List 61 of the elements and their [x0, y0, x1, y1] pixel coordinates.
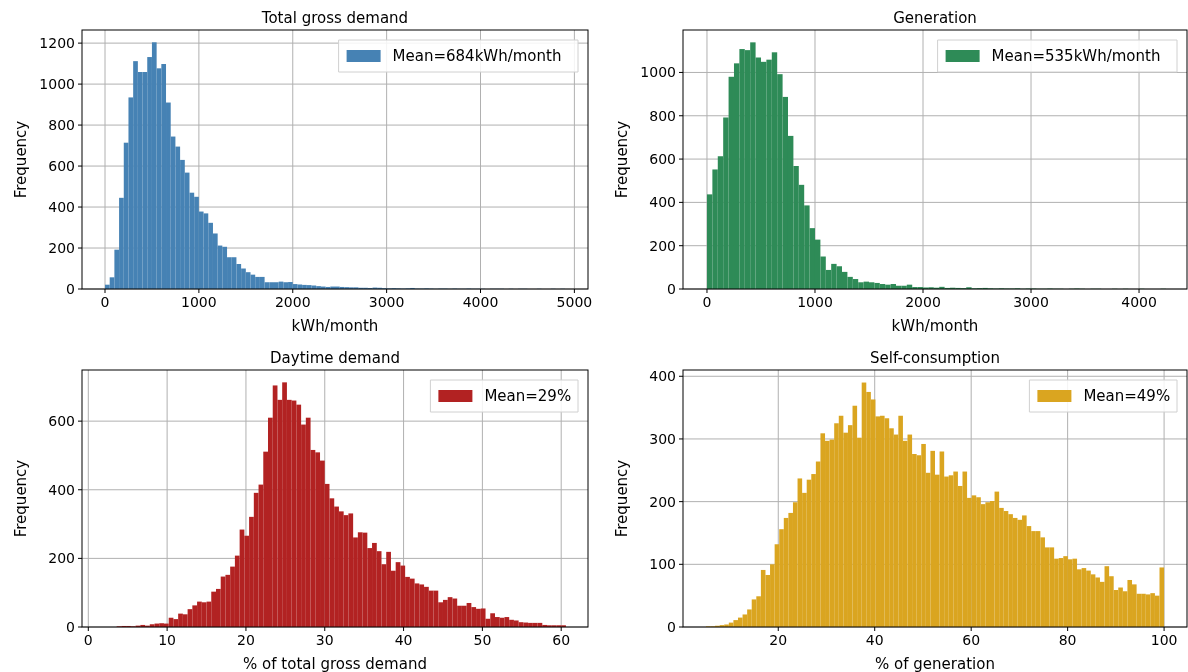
x-tick-label: 50 [473, 632, 492, 648]
y-tick-label: 200 [48, 240, 75, 257]
y-tick-label: 400 [48, 481, 75, 498]
x-tick-label: 10 [158, 632, 177, 648]
x-tick-label: 30 [315, 632, 334, 648]
y-axis-title: Frequency [613, 459, 631, 538]
y-tick-label: 800 [649, 107, 676, 124]
x-axis-title: % of generation [875, 655, 995, 672]
x-tick-label: 1000 [797, 294, 833, 310]
x-tick-label: 40 [394, 632, 413, 648]
x-tick-label: 100 [1150, 632, 1178, 648]
chart-title: Self-consumption [870, 349, 1000, 367]
legend-label: Mean=49% [1083, 387, 1171, 405]
x-tick-label: 80 [1058, 632, 1077, 648]
y-tick-label: 1000 [640, 64, 676, 81]
y-axis-title: Frequency [12, 120, 30, 199]
y-tick-label: 0 [667, 619, 676, 635]
x-tick-label: 20 [769, 632, 788, 648]
y-tick-label: 1200 [39, 35, 75, 52]
y-tick-label: 600 [48, 413, 75, 430]
x-tick-label: 60 [962, 632, 981, 648]
legend-label: Mean=29% [484, 387, 572, 405]
y-tick-label: 0 [667, 281, 676, 297]
y-tick-label: 400 [48, 199, 75, 216]
y-tick-label: 1000 [39, 76, 75, 93]
x-axis-title: % of total gross demand [243, 655, 427, 672]
y-tick-label: 0 [66, 281, 75, 297]
y-tick-label: 200 [649, 237, 676, 254]
chart-title: Generation [893, 9, 977, 27]
y-tick-label: 400 [649, 368, 676, 385]
y-tick-label: 600 [48, 158, 75, 175]
y-tick-label: 200 [48, 550, 75, 567]
x-tick-label: 3000 [368, 294, 405, 310]
chart-title: Total gross demand [260, 9, 409, 27]
x-tick-label: 1000 [181, 294, 217, 310]
x-tick-label: 4000 [462, 294, 499, 310]
y-tick-label: 400 [649, 194, 676, 211]
x-tick-label: 0 [702, 294, 712, 310]
chart-title: Daytime demand [270, 349, 400, 367]
y-tick-label: 600 [649, 151, 676, 168]
x-tick-label: 60 [552, 632, 571, 648]
legend-label: Mean=684kWh/month [392, 47, 562, 65]
x-tick-label: 40 [865, 632, 884, 648]
legend-label: Mean=535kWh/month [991, 47, 1161, 65]
x-axis-title: kWh/month [891, 317, 979, 335]
y-axis-title: Frequency [613, 120, 631, 199]
y-tick-label: 100 [649, 556, 676, 573]
y-tick-label: 200 [649, 493, 676, 510]
x-tick-label: 0 [100, 294, 110, 310]
x-tick-label: 2000 [905, 294, 941, 310]
x-tick-label: 5000 [556, 294, 593, 310]
x-axis-title: kWh/month [291, 317, 379, 335]
x-tick-label: 20 [237, 632, 255, 648]
x-tick-label: 3000 [1013, 294, 1049, 310]
x-tick-label: 2000 [274, 294, 311, 310]
y-tick-label: 300 [649, 430, 676, 447]
x-tick-label: 4000 [1121, 294, 1157, 310]
y-tick-label: 800 [48, 117, 75, 134]
x-tick-label: 0 [83, 632, 93, 648]
y-tick-label: 0 [66, 619, 75, 635]
y-axis-title: Frequency [12, 459, 30, 538]
